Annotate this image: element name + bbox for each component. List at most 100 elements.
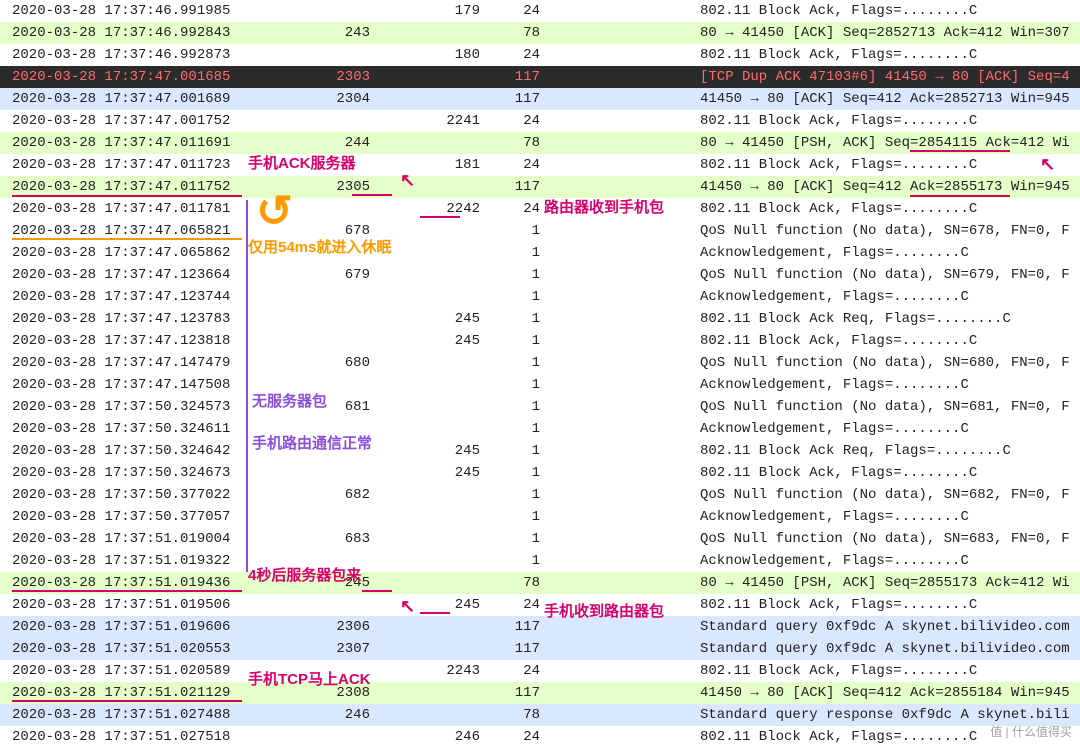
packet-col-1	[260, 308, 390, 330]
packet-col-2	[390, 264, 500, 286]
packet-row[interactable]: 2020-03-28 17:37:47.1236646791QoS Null f…	[0, 264, 1080, 286]
packet-timestamp: 2020-03-28 17:37:47.011781	[0, 198, 260, 220]
packet-row[interactable]: 2020-03-28 17:37:47.0116912447880 → 4145…	[0, 132, 1080, 154]
packet-col-2: 245	[390, 308, 500, 330]
packet-col-2	[390, 352, 500, 374]
packet-col-2	[390, 396, 500, 418]
packet-col-3: 1	[500, 264, 560, 286]
packet-col-2	[390, 572, 500, 594]
packet-col-2: 181	[390, 154, 500, 176]
packet-info: [TCP Dup ACK 47103#6] 41450 → 80 [ACK] S…	[560, 66, 1080, 88]
packet-col-2: 245	[390, 330, 500, 352]
packet-col-2	[390, 176, 500, 198]
packet-col-2	[390, 616, 500, 638]
packet-col-1: 2308	[260, 682, 390, 704]
packet-info: QoS Null function (No data), SN=681, FN=…	[560, 396, 1080, 418]
packet-col-2: 245	[390, 594, 500, 616]
packet-col-3: 78	[500, 132, 560, 154]
packet-timestamp: 2020-03-28 17:37:47.065862	[0, 242, 260, 264]
packet-row[interactable]: 2020-03-28 17:37:51.0193221Acknowledgeme…	[0, 550, 1080, 572]
packet-row[interactable]: 2020-03-28 17:37:47.1237832451802.11 Blo…	[0, 308, 1080, 330]
packet-col-3: 1	[500, 550, 560, 572]
packet-col-2: 245	[390, 440, 500, 462]
packet-row[interactable]: 2020-03-28 17:37:46.99198517924802.11 Bl…	[0, 0, 1080, 22]
packet-row[interactable]: 2020-03-28 17:37:50.3246732451802.11 Blo…	[0, 462, 1080, 484]
packet-info: 802.11 Block Ack, Flags=........C	[560, 44, 1080, 66]
packet-row[interactable]: 2020-03-28 17:37:47.011781224224802.11 B…	[0, 198, 1080, 220]
packet-col-3: 117	[500, 616, 560, 638]
packet-col-1: 683	[260, 528, 390, 550]
packet-col-3: 24	[500, 594, 560, 616]
packet-row[interactable]: 2020-03-28 17:37:51.0196062306117Standar…	[0, 616, 1080, 638]
packet-timestamp: 2020-03-28 17:37:47.123744	[0, 286, 260, 308]
packet-col-3: 1	[500, 352, 560, 374]
packet-info: QoS Null function (No data), SN=679, FN=…	[560, 264, 1080, 286]
packet-timestamp: 2020-03-28 17:37:51.019436	[0, 572, 260, 594]
packet-col-1: 244	[260, 132, 390, 154]
packet-info: QoS Null function (No data), SN=680, FN=…	[560, 352, 1080, 374]
packet-col-3: 1	[500, 374, 560, 396]
packet-row[interactable]: 2020-03-28 17:37:51.0194362457880 → 4145…	[0, 572, 1080, 594]
packet-row[interactable]: 2020-03-28 17:37:47.0016852303117[TCP Du…	[0, 66, 1080, 88]
packet-col-3: 24	[500, 154, 560, 176]
packet-row[interactable]: 2020-03-28 17:37:50.3245736811QoS Null f…	[0, 396, 1080, 418]
packet-row[interactable]: 2020-03-28 17:37:47.1475081Acknowledgeme…	[0, 374, 1080, 396]
packet-col-1: 2306	[260, 616, 390, 638]
packet-row[interactable]: 2020-03-28 17:37:51.0205532307117Standar…	[0, 638, 1080, 660]
packet-row[interactable]: 2020-03-28 17:37:51.021129230811741450 →…	[0, 682, 1080, 704]
packet-timestamp: 2020-03-28 17:37:46.991985	[0, 0, 260, 22]
packet-row[interactable]: 2020-03-28 17:37:51.020589224324802.11 B…	[0, 660, 1080, 682]
packet-info: 80 → 41450 [PSH, ACK] Seq=2854115 Ack=41…	[560, 132, 1080, 154]
packet-col-2	[390, 418, 500, 440]
packet-row[interactable]: 2020-03-28 17:37:50.3246111Acknowledgeme…	[0, 418, 1080, 440]
packet-col-3: 1	[500, 242, 560, 264]
packet-row[interactable]: 2020-03-28 17:37:47.011752230511741450 →…	[0, 176, 1080, 198]
packet-row[interactable]: 2020-03-28 17:37:47.1474796801QoS Null f…	[0, 352, 1080, 374]
packet-col-1	[260, 242, 390, 264]
packet-col-3: 1	[500, 528, 560, 550]
packet-row[interactable]: 2020-03-28 17:37:51.02751824624802.11 Bl…	[0, 726, 1080, 748]
packet-row[interactable]: 2020-03-28 17:37:51.01950624524802.11 Bl…	[0, 594, 1080, 616]
packet-row[interactable]: 2020-03-28 17:37:46.99287318024802.11 Bl…	[0, 44, 1080, 66]
packet-row[interactable]: 2020-03-28 17:37:46.9928432437880 → 4145…	[0, 22, 1080, 44]
packet-list-table[interactable]: 2020-03-28 17:37:46.99198517924802.11 Bl…	[0, 0, 1080, 748]
packet-row[interactable]: 2020-03-28 17:37:47.001752224124802.11 B…	[0, 110, 1080, 132]
packet-row[interactable]: 2020-03-28 17:37:47.1238182451802.11 Blo…	[0, 330, 1080, 352]
packet-col-1: 678	[260, 220, 390, 242]
packet-row[interactable]: 2020-03-28 17:37:51.0190046831QoS Null f…	[0, 528, 1080, 550]
packet-timestamp: 2020-03-28 17:37:50.324673	[0, 462, 260, 484]
packet-row[interactable]: 2020-03-28 17:37:47.0658216781QoS Null f…	[0, 220, 1080, 242]
packet-timestamp: 2020-03-28 17:37:50.324611	[0, 418, 260, 440]
packet-info: 41450 → 80 [ACK] Seq=412 Ack=2855184 Win…	[560, 682, 1080, 704]
packet-col-1	[260, 506, 390, 528]
packet-col-2	[390, 374, 500, 396]
packet-info: 802.11 Block Ack, Flags=........C	[560, 154, 1080, 176]
packet-row[interactable]: 2020-03-28 17:37:47.1237441Acknowledgeme…	[0, 286, 1080, 308]
packet-row[interactable]: 2020-03-28 17:37:51.02748824678Standard …	[0, 704, 1080, 726]
packet-col-3: 1	[500, 506, 560, 528]
packet-row[interactable]: 2020-03-28 17:37:47.001689230411741450 →…	[0, 88, 1080, 110]
packet-col-3: 1	[500, 462, 560, 484]
packet-info: 80 → 41450 [PSH, ACK] Seq=2855173 Ack=41…	[560, 572, 1080, 594]
packet-col-3: 78	[500, 572, 560, 594]
packet-info: QoS Null function (No data), SN=682, FN=…	[560, 484, 1080, 506]
packet-info: 802.11 Block Ack, Flags=........C	[560, 0, 1080, 22]
packet-info: QoS Null function (No data), SN=678, FN=…	[560, 220, 1080, 242]
packet-row[interactable]: 2020-03-28 17:37:50.3770226821QoS Null f…	[0, 484, 1080, 506]
packet-col-3: 1	[500, 418, 560, 440]
packet-timestamp: 2020-03-28 17:37:51.027488	[0, 704, 260, 726]
packet-col-2	[390, 22, 500, 44]
packet-info: 802.11 Block Ack, Flags=........C	[560, 594, 1080, 616]
packet-row[interactable]: 2020-03-28 17:37:50.3246422451802.11 Blo…	[0, 440, 1080, 462]
packet-info: 80 → 41450 [ACK] Seq=2852713 Ack=412 Win…	[560, 22, 1080, 44]
packet-info: Acknowledgement, Flags=........C	[560, 242, 1080, 264]
packet-col-1	[260, 154, 390, 176]
packet-col-1	[260, 594, 390, 616]
packet-col-1	[260, 440, 390, 462]
packet-row[interactable]: 2020-03-28 17:37:47.065862 1Acknowledgeme…	[0, 242, 1080, 264]
packet-row[interactable]: 2020-03-28 17:37:47.01172318124802.11 Bl…	[0, 154, 1080, 176]
packet-row[interactable]: 2020-03-28 17:37:50.3770571Acknowledgeme…	[0, 506, 1080, 528]
packet-col-2	[390, 506, 500, 528]
packet-col-1	[260, 44, 390, 66]
packet-col-2	[390, 242, 500, 264]
